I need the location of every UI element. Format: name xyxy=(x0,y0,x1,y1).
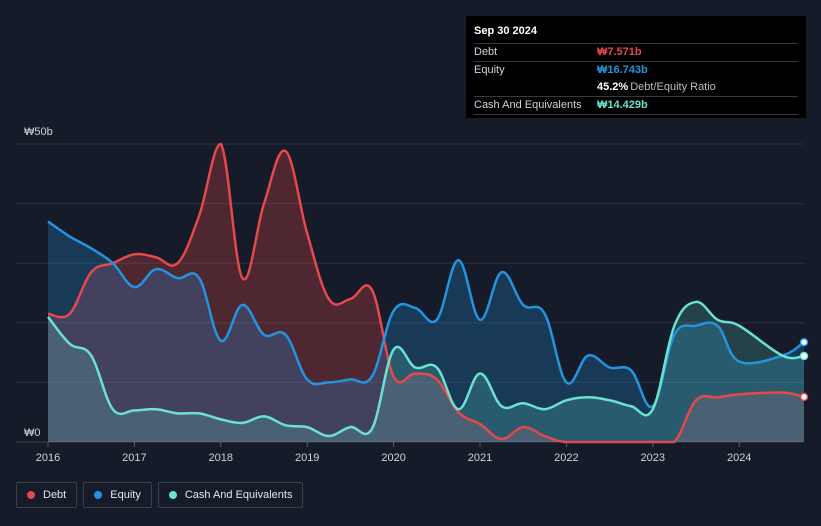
tooltip-cash-row: Cash And Equivalents ₩14.429b xyxy=(474,96,798,115)
debt-line xyxy=(47,142,805,444)
chart-legend: Debt Equity Cash And Equivalents xyxy=(16,482,304,508)
legend-cash-dot-icon xyxy=(168,491,177,499)
series-areas xyxy=(48,144,804,442)
tooltip-debt-row: Debt ₩7.571b xyxy=(474,43,798,61)
tooltip-ratio-label: Debt/Equity Ratio xyxy=(630,81,716,93)
x-tick-label: 2019 xyxy=(295,452,319,464)
debt-end-marker xyxy=(799,392,809,402)
x-tick-label: 2018 xyxy=(209,452,233,464)
x-tick-label: 2023 xyxy=(641,452,665,464)
legend-debt-label: Debt xyxy=(43,489,67,501)
equity-area xyxy=(48,221,804,442)
legend-item-cash[interactable]: Cash And Equivalents xyxy=(157,482,304,508)
equity-end-marker xyxy=(799,337,809,347)
series-end-markers xyxy=(799,337,809,402)
x-tick-label: 2024 xyxy=(727,452,751,464)
legend-cash-label: Cash And Equivalents xyxy=(184,489,293,501)
cash-line xyxy=(47,300,805,438)
data-tooltip: Sep 30 2024 Debt ₩7.571b Equity ₩16.743b… xyxy=(466,16,806,118)
y-tick-label-zero: ₩0 xyxy=(24,427,41,439)
tooltip-ratio-value: 45.2% xyxy=(597,81,629,93)
axis-ticks: 2016 2017 2018 2019 2020 2021 2022 2023 2024 ₩50b… xyxy=(24,126,751,464)
legend-item-debt[interactable]: Debt xyxy=(16,482,78,508)
y-tick-label-max: ₩50b xyxy=(24,126,53,138)
tooltip-equity-value: ₩16.743b xyxy=(597,64,648,76)
legend-equity-dot-icon xyxy=(94,491,103,499)
debt-area xyxy=(48,144,804,442)
x-tick-label: 2021 xyxy=(468,452,492,464)
grid-lines xyxy=(16,143,804,443)
cash-end-marker xyxy=(799,351,809,361)
cash-area xyxy=(48,301,804,442)
legend-equity-label: Equity xyxy=(110,489,141,501)
tooltip-debt-label: Debt xyxy=(474,46,498,58)
tooltip-cash-value: ₩14.429b xyxy=(597,99,648,111)
x-tick-label: 2022 xyxy=(554,452,578,464)
tooltip-ratio-row: 45.2% Debt/Equity Ratio xyxy=(474,79,798,96)
tooltip-cash-label: Cash And Equivalents xyxy=(474,99,582,111)
x-tick-label: 2016 xyxy=(36,452,60,464)
tooltip-equity-label: Equity xyxy=(474,64,505,76)
x-tick-label: 2017 xyxy=(122,452,146,464)
tooltip-debt-value: ₩7.571b xyxy=(597,46,642,58)
series-lines xyxy=(47,142,805,444)
legend-item-equity[interactable]: Equity xyxy=(83,482,152,508)
tooltip-date: Sep 30 2024 xyxy=(474,25,537,37)
x-tick-label: 2020 xyxy=(381,452,405,464)
legend-debt-dot-icon xyxy=(27,491,35,499)
tooltip-equity-row: Equity ₩16.743b xyxy=(474,61,798,79)
